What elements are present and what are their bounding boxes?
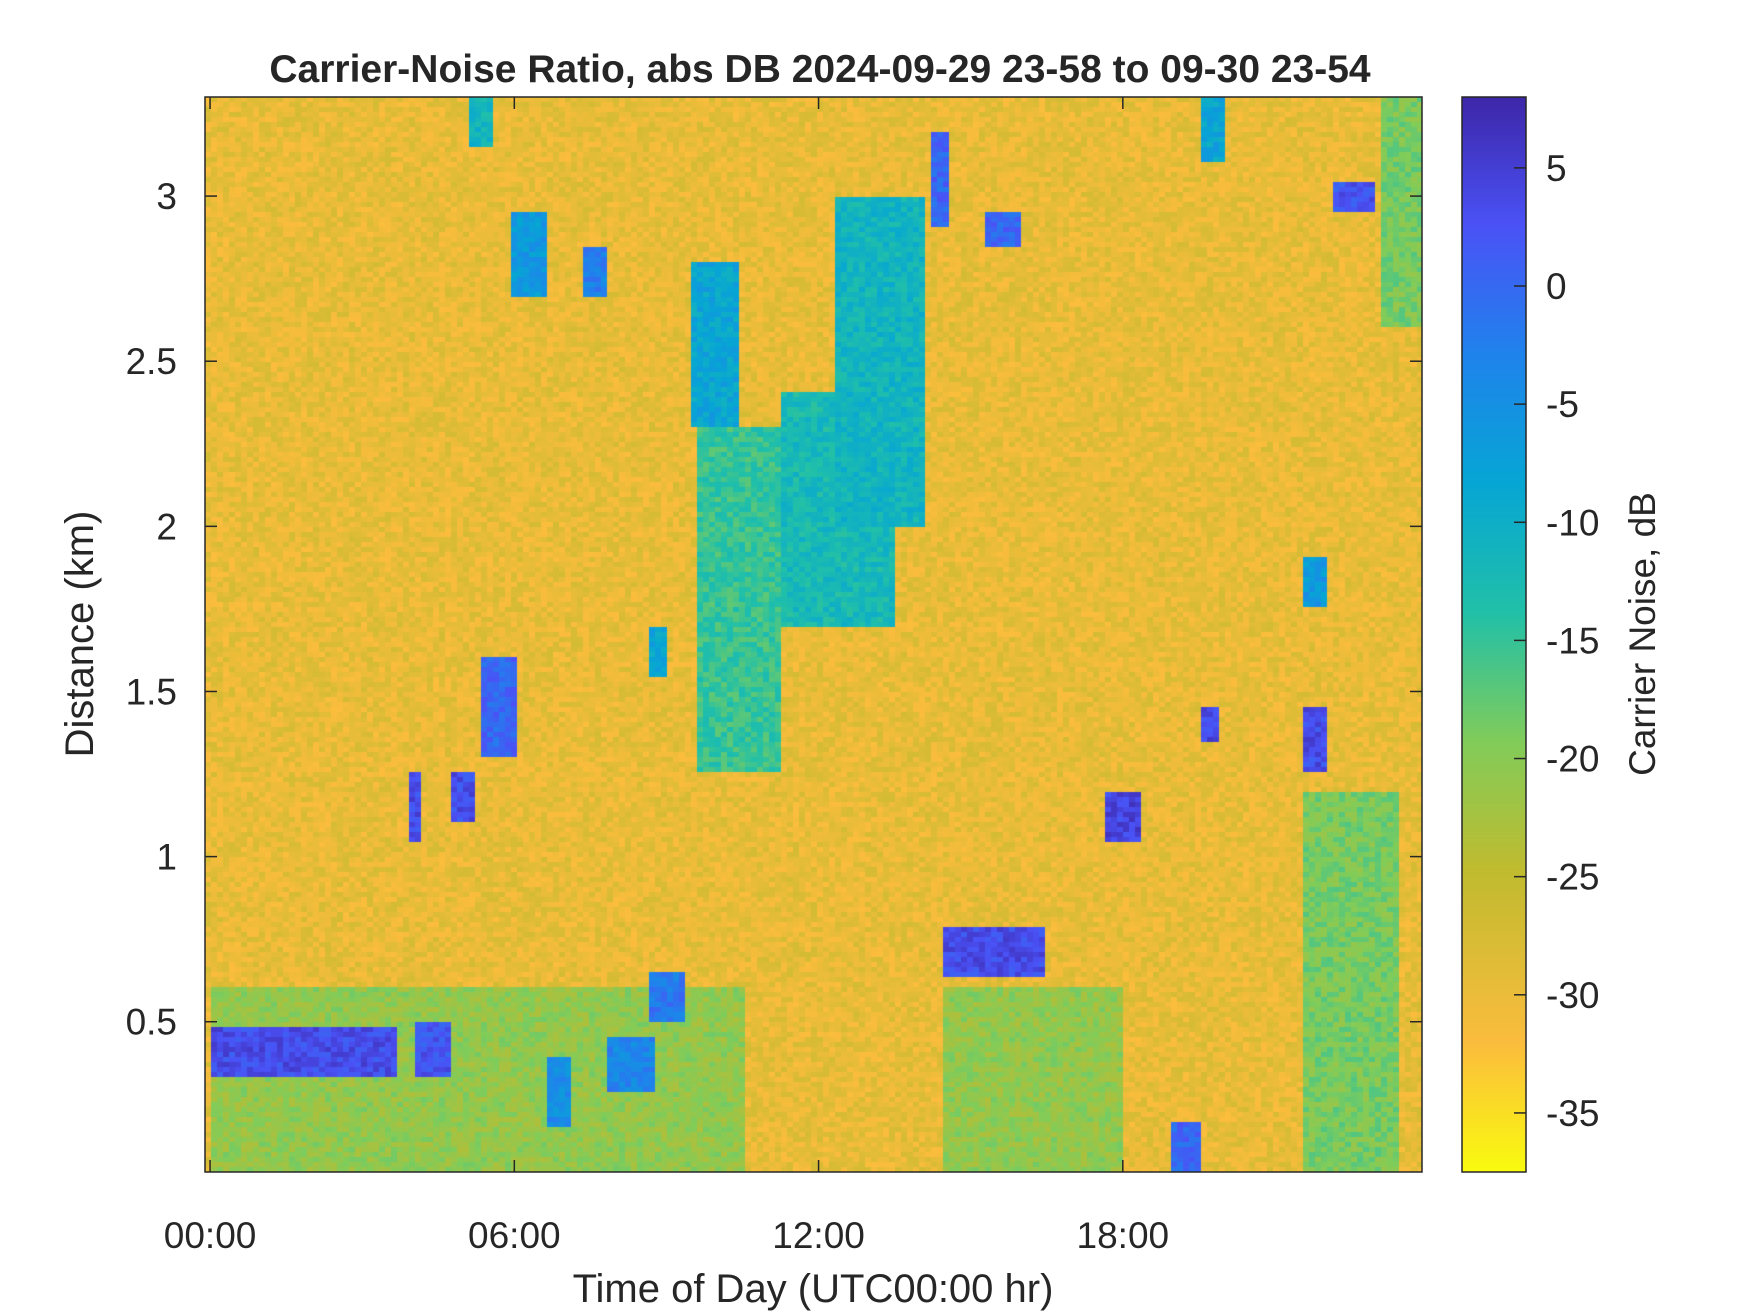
colorbar-label: Carrier Noise, dB [1622, 492, 1663, 776]
y-axis: 0.5 1 1.5 2 2.5 3 [126, 176, 1422, 1043]
y-tick-label: 1.5 [126, 671, 177, 712]
chart-title: Carrier-Noise Ratio, abs DB 2024-09-29 2… [269, 48, 1371, 91]
y-tick-label: 2.5 [126, 341, 177, 382]
y-tick-label: 0.5 [126, 1002, 177, 1043]
y-tick-label: 2 [156, 506, 177, 547]
heatmap-raster [205, 97, 1422, 1172]
colorbar-tick-label: 5 [1546, 148, 1567, 189]
x-axis-label: Time of Day (UTC00:00 hr) [573, 1267, 1054, 1311]
colorbar-tick-label: -35 [1546, 1093, 1599, 1134]
x-tick-label: 00:00 [164, 1215, 257, 1256]
y-tick-label: 3 [156, 176, 177, 217]
x-tick-label: 18:00 [1077, 1215, 1170, 1256]
colorbar-tick-label: -25 [1546, 857, 1599, 898]
colorbar-tick-label: -15 [1546, 620, 1599, 661]
colorbar-tick-label: -10 [1546, 502, 1599, 543]
colorbar [1461, 96, 1527, 1173]
x-axis: 00:00 06:00 12:00 18:00 [164, 97, 1169, 1256]
colorbar-ticks: 5 0 -5 -10 -15 -20 -25 -30 -35 [1514, 148, 1599, 1134]
x-tick-label: 12:00 [772, 1215, 865, 1256]
colorbar-tick-label: -30 [1546, 975, 1599, 1016]
colorbar-tick-label: 0 [1546, 266, 1567, 307]
x-tick-label: 06:00 [468, 1215, 561, 1256]
colorbar-tick-label: -20 [1546, 739, 1599, 780]
heatmap-image [205, 97, 1422, 1172]
colorbar-tick-label: -5 [1546, 384, 1579, 425]
y-axis-label: Distance (km) [58, 511, 102, 758]
plot-frame [204, 96, 1423, 1173]
y-tick-label: 1 [156, 837, 177, 878]
